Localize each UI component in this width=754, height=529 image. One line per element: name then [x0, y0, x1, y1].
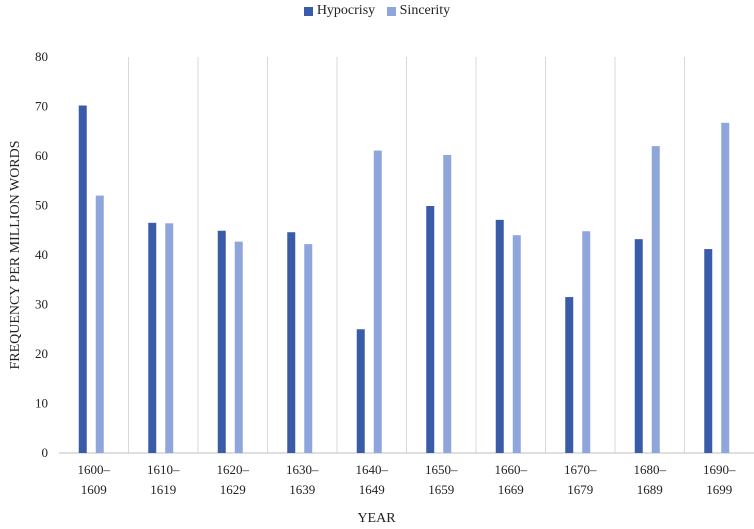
y-tick-label: 50 [35, 198, 48, 213]
x-tick-label: 1609 [81, 482, 107, 497]
bar-hypocrisy [287, 232, 296, 453]
bar-hypocrisy [217, 230, 226, 453]
bar-hypocrisy [426, 205, 435, 453]
x-tick-label: 1640– [356, 462, 389, 477]
x-tick-label: 1670– [564, 462, 597, 477]
x-tick-label: 1629 [220, 482, 246, 497]
y-tick-label: 30 [35, 297, 48, 312]
bar-sincerity [651, 146, 660, 453]
x-tick-label: 1689 [637, 482, 663, 497]
bar-hypocrisy [356, 329, 365, 453]
legend-item-hypocrisy: Hypocrisy [303, 3, 376, 19]
x-tick-label: 1669 [498, 482, 524, 497]
y-tick-label: 20 [35, 346, 48, 361]
legend-label-hypocrisy: Hypocrisy [316, 3, 376, 18]
bar-sincerity [304, 244, 313, 453]
x-tick-label: 1659 [428, 482, 454, 497]
x-tick-label: 1690– [703, 462, 736, 477]
x-tick-label: 1699 [706, 482, 732, 497]
x-tick-label: 1680– [634, 462, 667, 477]
x-tick-label: 1650– [425, 462, 458, 477]
x-tick-label: 1600– [78, 462, 111, 477]
x-tick-label: 1619 [150, 482, 176, 497]
y-tick-label: 70 [35, 99, 48, 114]
x-tick-label: 1649 [359, 482, 385, 497]
bar-sincerity [582, 231, 591, 453]
bar-hypocrisy [495, 219, 504, 453]
legend-swatch-hypocrisy [303, 6, 313, 16]
x-tick-label: 1610– [147, 462, 180, 477]
legend-swatch-sincerity [386, 6, 396, 16]
legend-item-sincerity: Sincerity [386, 3, 451, 19]
bar-hypocrisy [634, 239, 643, 453]
bar-hypocrisy [565, 297, 574, 453]
x-tick-label: 1620– [217, 462, 250, 477]
bar-sincerity [373, 150, 382, 453]
bar-sincerity [512, 235, 521, 453]
x-axis-title: YEAR [357, 511, 396, 526]
x-tick-label: 1660– [495, 462, 528, 477]
y-tick-label: 10 [35, 396, 48, 411]
x-tick-label: 1639 [289, 482, 315, 497]
x-tick-label: 1630– [286, 462, 319, 477]
bar-sincerity [95, 195, 104, 453]
bar-sincerity [165, 223, 174, 453]
bar-sincerity [443, 155, 452, 453]
y-tick-label: 80 [35, 49, 48, 64]
y-tick-label: 60 [35, 148, 48, 163]
y-tick-label: 40 [35, 247, 48, 262]
legend-label-sincerity: Sincerity [399, 3, 451, 18]
legend: Hypocrisy Sincerity [0, 3, 754, 21]
y-tick-label: 0 [42, 445, 49, 460]
bar-hypocrisy [78, 105, 87, 453]
x-tick-label: 1679 [567, 482, 593, 497]
bar-hypocrisy [148, 222, 157, 453]
bar-hypocrisy [704, 249, 713, 453]
bar-sincerity [234, 241, 243, 453]
bar-sincerity [721, 122, 730, 454]
y-axis-title: FREQUENCY PER MILLION WORDS [8, 140, 23, 369]
